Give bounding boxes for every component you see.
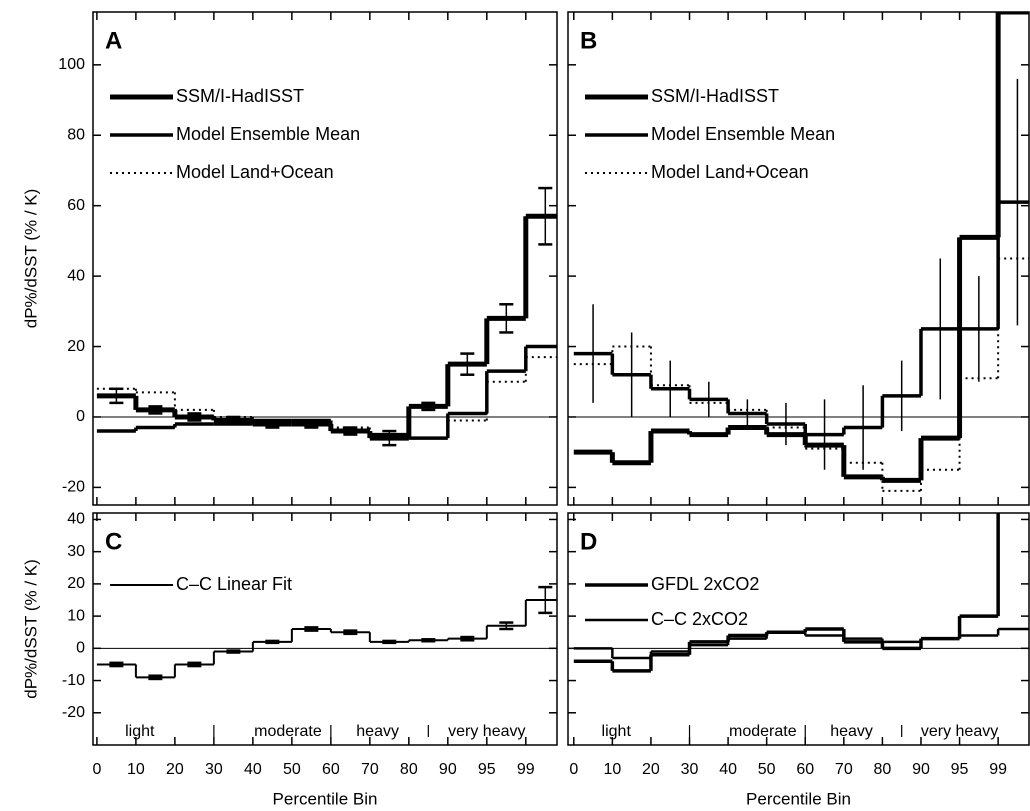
legend-label: C–C 2xCO2 xyxy=(651,609,748,629)
legend-label: GFDL 2xCO2 xyxy=(651,574,759,594)
x-tick-label: 99 xyxy=(517,761,535,778)
annotation: heavy xyxy=(830,723,873,740)
legend-label: SSM/I-HadISST xyxy=(651,86,779,106)
panel-label: C xyxy=(105,528,122,555)
x-tick-label: 50 xyxy=(283,761,301,778)
x-tick-label: 90 xyxy=(912,761,930,778)
panel: D 0 10 20 30 40 50 60 70 80 90 95 99 GFDL 2xCO2 C–C 2x… xyxy=(567,512,1030,808)
plot-area xyxy=(93,585,557,681)
y-tick-label: 0 xyxy=(76,408,85,425)
x-tick-label: 20 xyxy=(642,761,660,778)
plot-area xyxy=(568,12,1029,492)
x-tick-label: 10 xyxy=(603,761,621,778)
x-tick-label: 60 xyxy=(322,761,340,778)
plot-area xyxy=(93,186,557,447)
y-tick-label: 40 xyxy=(67,267,85,284)
y-axis-label: dP%/dSST (% / K) xyxy=(21,559,40,699)
y-axis-label: dP%/dSST (% / K) xyxy=(21,189,40,329)
y-tick-label: 0 xyxy=(76,640,85,657)
frame xyxy=(567,512,1030,746)
x-tick-label: 80 xyxy=(400,761,418,778)
y-tick-label: 30 xyxy=(67,543,85,560)
annotation: very heavy xyxy=(921,723,998,740)
x-tick-label: 30 xyxy=(681,761,699,778)
panel-label: B xyxy=(580,27,597,54)
x-tick-label: 10 xyxy=(127,761,145,778)
plot-area xyxy=(568,513,1029,673)
x-tick-label: 30 xyxy=(205,761,223,778)
frame xyxy=(92,512,558,746)
panel: C -20 -10 0 10 20 30 40 0 10 20 30 40 50 60 70 80 90 95 99 C… xyxy=(21,511,558,808)
y-tick-label: 60 xyxy=(67,197,85,214)
legend-label: SSM/I-HadISST xyxy=(176,86,304,106)
x-axis-label: Percentile Bin xyxy=(273,789,378,808)
x-tick-label: 20 xyxy=(166,761,184,778)
y-tick-label: 40 xyxy=(67,511,85,528)
annotation: moderate xyxy=(254,723,322,740)
legend-label: Model Land+Ocean xyxy=(651,162,809,182)
legend-label: Model Ensemble Mean xyxy=(176,124,360,144)
x-tick-label: 95 xyxy=(951,761,969,778)
x-tick-label: 40 xyxy=(244,761,262,778)
legend-label: C–C Linear Fit xyxy=(176,574,292,594)
x-tick-label: 70 xyxy=(835,761,853,778)
y-tick-label: -20 xyxy=(62,704,85,721)
y-tick-label: 20 xyxy=(67,575,85,592)
x-axis-label: Percentile Bin xyxy=(746,789,851,808)
frame xyxy=(567,11,1030,506)
x-tick-label: 0 xyxy=(92,761,101,778)
y-tick-label: 10 xyxy=(67,607,85,624)
annotation: light xyxy=(602,723,632,740)
y-tick-label: 80 xyxy=(67,126,85,143)
x-tick-label: 90 xyxy=(439,761,457,778)
y-tick-label: 100 xyxy=(58,56,85,73)
x-tick-label: 70 xyxy=(361,761,379,778)
y-tick-label: 20 xyxy=(67,338,85,355)
x-tick-label: 0 xyxy=(569,761,578,778)
legend-label: Model Ensemble Mean xyxy=(651,124,835,144)
x-tick-label: 95 xyxy=(478,761,496,778)
panel-label: D xyxy=(580,528,597,555)
panel: B SSM/I-HadISST Model Ensemble Mean Model L… xyxy=(567,11,1030,506)
panel-label: A xyxy=(105,27,122,54)
x-tick-label: 60 xyxy=(796,761,814,778)
y-tick-label: -20 xyxy=(62,479,85,496)
x-tick-label: 80 xyxy=(874,761,892,778)
legend-label: Model Land+Ocean xyxy=(176,162,334,182)
x-tick-label: 40 xyxy=(719,761,737,778)
x-tick-label: 99 xyxy=(989,761,1007,778)
annotation: light xyxy=(125,723,155,740)
annotation: very heavy xyxy=(448,723,525,740)
x-tick-label: 50 xyxy=(758,761,776,778)
annotation: moderate xyxy=(729,723,797,740)
annotation: heavy xyxy=(356,723,399,740)
panel: A -20 0 20 40 60 80 100 SSM/I-HadISST Model Ensem… xyxy=(21,11,558,506)
frame xyxy=(92,11,558,506)
y-tick-label: -10 xyxy=(62,672,85,689)
